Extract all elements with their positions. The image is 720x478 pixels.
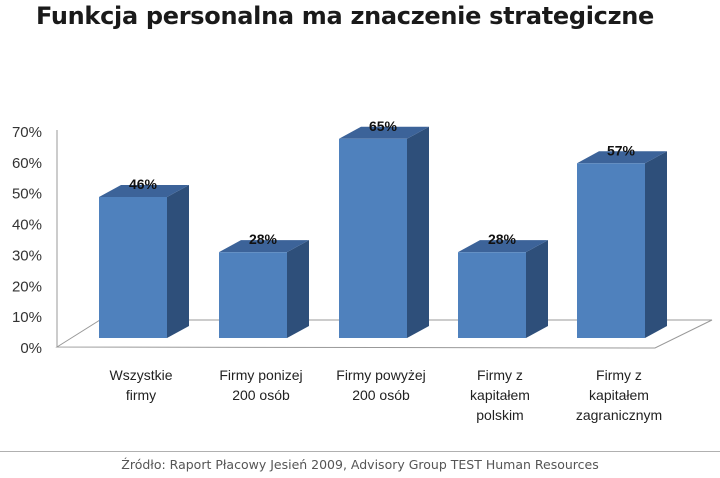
bar [458, 252, 526, 338]
bar-top [339, 126, 429, 139]
x-tick-label: Firmy ponizej [219, 367, 302, 383]
divider [0, 451, 720, 452]
source-note: Źródło: Raport Płacowy Jesień 2009, Advi… [121, 457, 599, 472]
x-tick-label: 200 osób [352, 387, 410, 403]
bar-top [458, 240, 548, 253]
x-tick-label: zagranicznym [576, 407, 662, 423]
x-tick-label: Firmy z [477, 367, 523, 383]
data-label: 46% [129, 176, 158, 192]
floor-plane [55, 319, 713, 349]
bar-top [219, 240, 309, 253]
bar-side [287, 240, 309, 338]
y-tick-label: 70% [12, 124, 42, 141]
bar-side [645, 151, 667, 338]
y-tick-label: 60% [12, 155, 42, 172]
x-tick-label: Firmy powyżej [336, 367, 425, 383]
bar-chart: 0% 10% 20% 30% 40% 50% 60% 70% 46% Wszystkie firmy… [12, 118, 713, 423]
bar [219, 252, 287, 338]
bar-side [526, 240, 548, 338]
x-tick-label: kapitałem [589, 387, 649, 403]
bar-top [577, 151, 667, 164]
x-tick-label: firmy [126, 387, 156, 403]
y-tick-label: 0% [20, 340, 42, 357]
y-tick-label: 30% [12, 247, 42, 264]
bar-side [167, 185, 189, 338]
x-tick-label: 200 osób [232, 387, 290, 403]
data-label: 28% [249, 231, 278, 247]
bar [99, 197, 167, 338]
x-tick-label: Firmy z [596, 367, 642, 383]
data-label: 65% [369, 118, 398, 134]
bar [339, 138, 407, 338]
y-tick-label: 10% [12, 309, 42, 326]
bar-top [99, 185, 189, 197]
chart-title: Funkcja personalna ma znaczenie strategi… [35, 2, 655, 30]
y-tick-label: 40% [12, 217, 42, 234]
x-tick-label: kapitałem [470, 387, 530, 403]
y-tick-label: 50% [12, 186, 42, 203]
x-tick-label: Wszystkie [110, 367, 173, 383]
bar [577, 163, 645, 338]
y-tick-label: 20% [12, 278, 42, 295]
data-label: 57% [607, 142, 636, 158]
x-tick-label: polskim [476, 407, 523, 423]
data-label: 28% [488, 231, 517, 247]
bar-side [407, 126, 429, 339]
